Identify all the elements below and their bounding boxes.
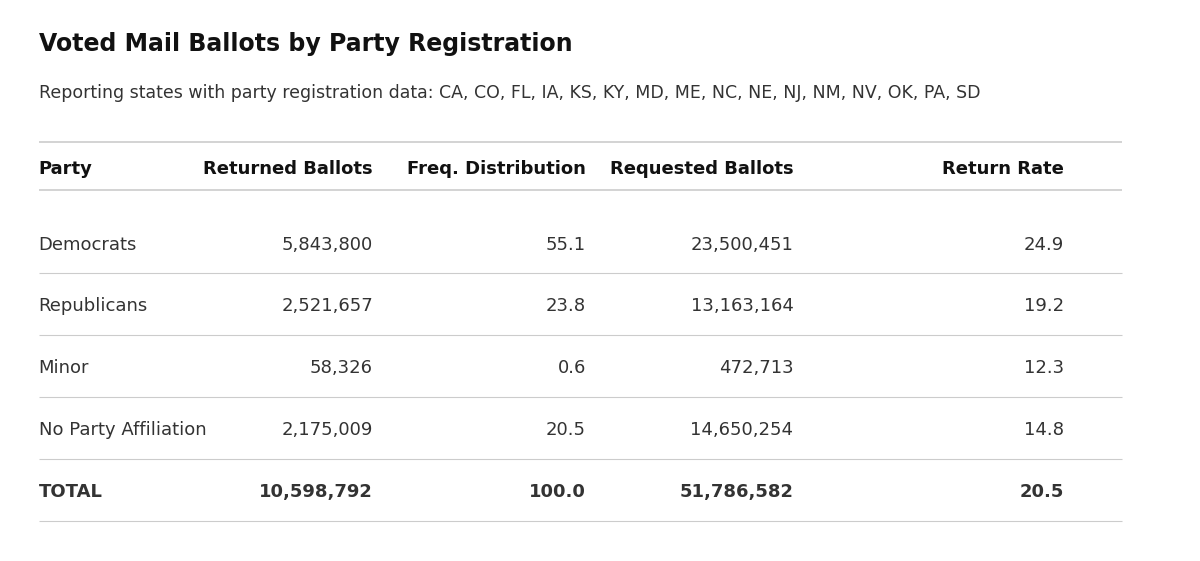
Text: 2,521,657: 2,521,657 <box>281 297 373 315</box>
Text: 20.5: 20.5 <box>1020 483 1064 501</box>
Text: 12.3: 12.3 <box>1024 360 1064 378</box>
Text: 0.6: 0.6 <box>558 360 586 378</box>
Text: Requested Ballots: Requested Ballots <box>610 160 793 178</box>
Text: 13,163,164: 13,163,164 <box>690 297 793 315</box>
Text: 55.1: 55.1 <box>546 236 586 254</box>
Text: 472,713: 472,713 <box>719 360 793 378</box>
Text: Freq. Distribution: Freq. Distribution <box>407 160 586 178</box>
Text: Return Rate: Return Rate <box>942 160 1064 178</box>
Text: 20.5: 20.5 <box>546 421 586 439</box>
Text: 10,598,792: 10,598,792 <box>259 483 373 501</box>
Text: 51,786,582: 51,786,582 <box>679 483 793 501</box>
Text: 19.2: 19.2 <box>1024 297 1064 315</box>
Text: 5,843,800: 5,843,800 <box>282 236 373 254</box>
Text: Returned Ballots: Returned Ballots <box>203 160 373 178</box>
Text: 24.9: 24.9 <box>1024 236 1064 254</box>
Text: 58,326: 58,326 <box>310 360 373 378</box>
Text: Party: Party <box>38 160 92 178</box>
Text: Minor: Minor <box>38 360 89 378</box>
Text: Democrats: Democrats <box>38 236 137 254</box>
Text: 23,500,451: 23,500,451 <box>690 236 793 254</box>
Text: 14.8: 14.8 <box>1025 421 1064 439</box>
Text: 2,175,009: 2,175,009 <box>282 421 373 439</box>
Text: 14,650,254: 14,650,254 <box>690 421 793 439</box>
Text: Voted Mail Ballots by Party Registration: Voted Mail Ballots by Party Registration <box>38 32 572 56</box>
Text: Reporting states with party registration data: CA, CO, FL, IA, KS, KY, MD, ME, N: Reporting states with party registration… <box>38 84 980 102</box>
Text: 23.8: 23.8 <box>546 297 586 315</box>
Text: Republicans: Republicans <box>38 297 148 315</box>
Text: 100.0: 100.0 <box>529 483 586 501</box>
Text: No Party Affiliation: No Party Affiliation <box>38 421 206 439</box>
Text: TOTAL: TOTAL <box>38 483 103 501</box>
